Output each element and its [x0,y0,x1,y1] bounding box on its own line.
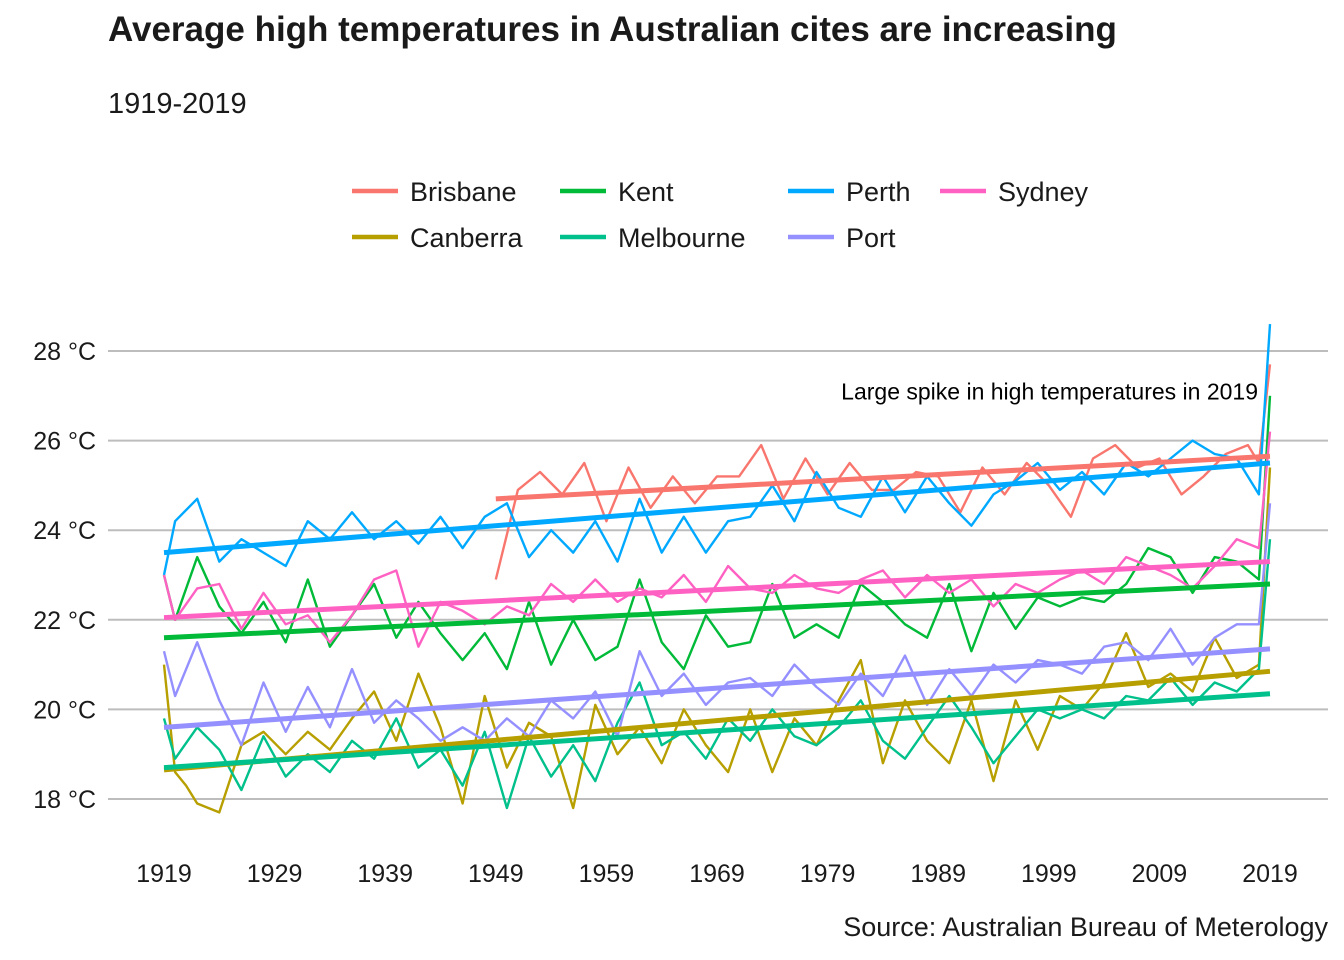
x-tick-label: 1959 [579,860,635,888]
y-tick-label: 28 °C [33,338,96,366]
y-tick-label: 26 °C [33,428,96,456]
series-line-melbourne [162,539,1272,810]
series-line-canberra [162,467,1272,814]
y-tick-label: 24 °C [33,517,96,545]
y-tick-label: 22 °C [33,607,96,635]
chart-caption: Source: Australian Bureau of Meterology [843,912,1328,942]
trend-line-sydney [163,559,1271,621]
legend-label-canberra: Canberra [410,223,524,253]
trend-lines [163,453,1271,773]
chart-subtitle: 1919-2019 [108,88,247,120]
series-line-brisbane [494,364,1272,580]
x-tick-label: 1969 [689,860,745,888]
spike-annotation: Large spike in high temperatures in 2019 [841,378,1258,404]
y-tick-label: 18 °C [33,786,96,814]
trend-line-perth [163,460,1271,556]
legend-label-perth: Perth [846,177,911,207]
legend: Brisbane Canberra Kent Melbourne Perth Port Sy… [352,177,1089,253]
x-tick-label: 1999 [1021,860,1077,888]
trend-line-kent [163,581,1271,641]
x-tick-label: 1979 [800,860,856,888]
chart-title: Average high temperatures in Australian … [108,10,1117,49]
legend-label-port: Port [846,223,896,253]
x-tick-label: 1939 [357,860,413,888]
legend-label-melbourne: Melbourne [618,223,746,253]
trend-line-port [163,646,1271,730]
legend-label-kent: Kent [618,177,674,207]
trend-line-brisbane [495,453,1271,502]
x-tick-label: 1929 [247,860,303,888]
x-tick-label: 2019 [1242,860,1298,888]
x-axis: 1919 1929 1939 1949 1959 1969 1979 1989 1999 2009… [136,860,1298,888]
legend-label-brisbane: Brisbane [410,177,517,207]
x-tick-label: 2009 [1132,860,1188,888]
series-line-perth [162,324,1272,576]
legend-label-sydney: Sydney [998,177,1089,207]
trend-line-melbourne [163,691,1271,771]
x-tick-label: 1989 [910,860,966,888]
y-tick-label: 20 °C [33,696,96,724]
x-tick-label: 1919 [136,860,192,888]
y-axis: 18 °C 20 °C 22 °C 24 °C 26 °C 28 °C [33,338,96,814]
x-tick-label: 1949 [468,860,524,888]
